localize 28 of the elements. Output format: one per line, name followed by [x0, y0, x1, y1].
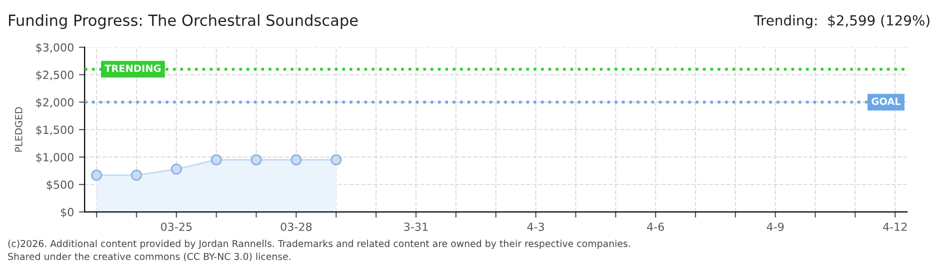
x-tick-label: 3-31	[404, 222, 428, 231]
point	[250, 154, 262, 166]
chart-title: Funding Progress: The Orchestral Soundscape	[9, 14, 358, 29]
ref-line-label: TRENDING	[104, 64, 161, 72]
y-tick-label: $2,000	[36, 98, 74, 108]
ref-line-label: GOAL	[872, 98, 901, 105]
y-tick-label: $0	[60, 208, 74, 218]
point	[290, 154, 302, 166]
point	[210, 154, 222, 166]
point	[330, 154, 342, 166]
x-tick-label: 4-12	[883, 222, 907, 231]
y-tick-label: $3,000	[36, 43, 74, 54]
x-tick-label: 03-28	[280, 222, 312, 231]
y-tick-label: $2,500	[36, 70, 74, 81]
point	[91, 170, 102, 181]
x-tick-label: 4-6	[647, 222, 664, 231]
text: (c)2026. Additional content provided by Jordan Rannells. Trademarks and related content are owned by their respective companies.	[8, 240, 630, 249]
y-axis-title: PLEDGED	[14, 107, 22, 152]
x-tick-label: 4-3	[527, 222, 544, 231]
chart-subtitle: Trending: $2,599 (129%)	[754, 14, 930, 28]
x-tick-label: 03-25	[161, 222, 192, 231]
y-tick-label: $1,500	[36, 125, 74, 136]
text: Shared under the creative commons (CC BY-NC 3.0) license.	[8, 252, 290, 262]
point	[170, 164, 182, 175]
y-tick-label: $500	[46, 180, 74, 190]
x-tick-label: 4-9	[766, 222, 784, 231]
point	[130, 170, 142, 181]
y-tick-label: $1,000	[36, 152, 74, 163]
